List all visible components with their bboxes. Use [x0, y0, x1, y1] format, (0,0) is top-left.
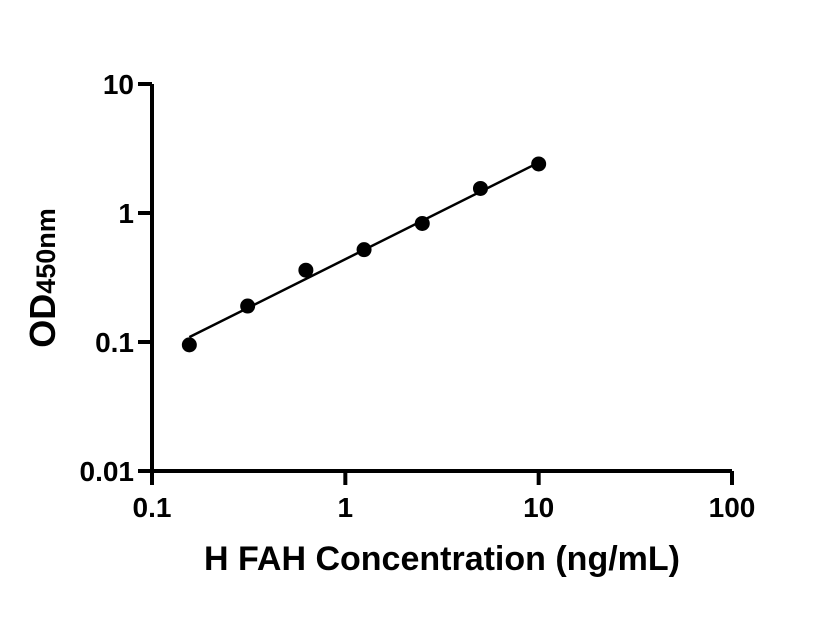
- y-tick-label: 0.1: [95, 327, 134, 358]
- x-tick-label: 100: [709, 492, 756, 523]
- data-point: [240, 298, 256, 314]
- y-axis-title: OD450nm: [22, 208, 63, 348]
- data-point: [356, 242, 372, 258]
- data-point: [181, 337, 197, 353]
- axis-line: [150, 84, 732, 473]
- data-point: [298, 262, 314, 278]
- x-tick-label: 1: [338, 492, 354, 523]
- data-point: [472, 180, 488, 196]
- y-tick-label: 0.01: [80, 456, 135, 487]
- y-tick-label: 1: [118, 198, 134, 229]
- y-tick-label: 10: [103, 69, 134, 100]
- y-axis-title-sub: 450nm: [31, 208, 61, 294]
- plot-area: 10 1 0.1 0.01 0.1 1 10 100: [80, 69, 756, 523]
- data-point: [414, 215, 430, 231]
- y-axis-title-main: OD: [22, 294, 63, 348]
- x-tick-label: 0.1: [133, 492, 172, 523]
- data-point: [531, 156, 547, 172]
- x-tick-label: 10: [523, 492, 554, 523]
- x-axis-title: H FAH Concentration (ng/mL): [204, 540, 680, 578]
